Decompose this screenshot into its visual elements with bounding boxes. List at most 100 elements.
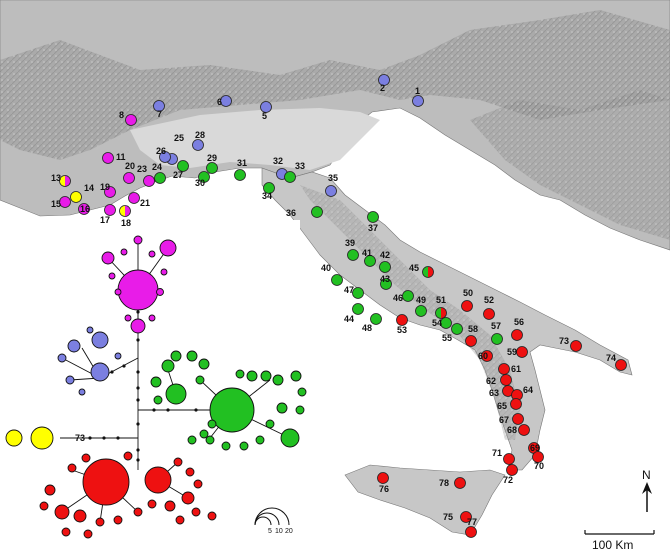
site-label: 36 xyxy=(286,208,296,218)
site-label: 68 xyxy=(507,425,517,435)
site-marker-31: 31 xyxy=(234,158,247,181)
site-dot xyxy=(143,175,155,187)
site-dot xyxy=(377,472,389,484)
site-marker-76: 76 xyxy=(377,472,389,494)
site-dot xyxy=(532,451,544,463)
legend-size-5: 5 xyxy=(268,528,272,535)
site-dot xyxy=(70,191,82,203)
site-label: 16 xyxy=(80,204,90,214)
site-marker-72: 72 xyxy=(503,464,518,485)
site-marker-50: 50 xyxy=(461,288,473,312)
site-marker-6: 6 xyxy=(217,95,232,107)
site-marker-11: 11 xyxy=(102,152,126,164)
site-label: 17 xyxy=(100,215,110,225)
site-marker-33: 33 xyxy=(284,161,305,183)
site-dot xyxy=(460,511,472,523)
site-label: 35 xyxy=(328,173,338,183)
site-label: 27 xyxy=(173,170,183,180)
site-label: 6 xyxy=(217,97,222,107)
site-label: 53 xyxy=(397,325,407,335)
site-dot xyxy=(402,290,414,302)
site-marker-43: 43 xyxy=(380,274,392,290)
site-label: 1 xyxy=(415,86,420,96)
north-label: N xyxy=(642,468,651,482)
site-dot xyxy=(380,278,392,290)
site-label: 43 xyxy=(380,274,390,284)
site-dot xyxy=(78,203,90,215)
site-dot xyxy=(506,464,518,476)
site-label: 58 xyxy=(468,324,478,334)
site-marker-71: 71 xyxy=(492,448,515,465)
site-dot xyxy=(483,308,495,320)
site-dot xyxy=(352,287,364,299)
site-marker-14: 14 xyxy=(70,183,94,203)
site-marker-73: 73 xyxy=(559,336,582,352)
alps-relief xyxy=(0,10,670,160)
site-marker-39: 39 xyxy=(345,238,359,261)
site-marker-2: 2 xyxy=(378,74,390,93)
site-label: 55 xyxy=(442,333,452,343)
site-marker-55: 55 xyxy=(442,323,463,343)
site-dot-half xyxy=(428,266,434,278)
site-dot xyxy=(516,346,528,358)
site-marker-7: 7 xyxy=(153,100,165,119)
site-label: 60 xyxy=(478,351,488,361)
site-label: 41 xyxy=(362,248,372,258)
site-marker-62: 62 xyxy=(486,374,512,386)
site-marker-44: 44 xyxy=(344,303,364,324)
site-marker-70: 70 xyxy=(532,451,544,471)
site-dot xyxy=(465,526,477,538)
site-label: 72 xyxy=(503,475,513,485)
site-dot xyxy=(192,139,204,151)
site-dot xyxy=(370,313,382,325)
site-marker-75: 75 xyxy=(443,511,472,523)
legend-size-20: 20 xyxy=(285,528,293,535)
site-marker-48: 48 xyxy=(362,313,382,333)
site-label: 76 xyxy=(379,484,389,494)
site-dot xyxy=(125,114,137,126)
site-label: 19 xyxy=(100,182,110,192)
site-label: 50 xyxy=(463,288,473,298)
site-dot xyxy=(284,171,296,183)
site-dot xyxy=(128,192,140,204)
site-dot xyxy=(518,424,530,436)
site-dot xyxy=(234,169,246,181)
site-marker-57: 57 xyxy=(491,321,503,345)
site-label: 47 xyxy=(344,285,354,295)
site-dot xyxy=(440,317,452,329)
site-label: 69 xyxy=(530,443,540,453)
site-label: 28 xyxy=(195,130,205,140)
site-marker-36: 36 xyxy=(286,206,323,218)
site-marker-78: 78 xyxy=(439,477,466,489)
site-marker-24: 24 xyxy=(152,162,166,184)
site-marker-8: 8 xyxy=(119,110,137,126)
site-dot xyxy=(500,374,512,386)
site-label: 51 xyxy=(436,295,446,305)
site-dot xyxy=(498,363,510,375)
size-legend xyxy=(254,507,290,526)
site-dot-half xyxy=(59,175,65,187)
balkans-relief xyxy=(470,90,670,240)
site-dot-half xyxy=(119,205,125,217)
site-dot xyxy=(364,255,376,267)
site-marker-20: 20 xyxy=(123,161,135,184)
legend-size-10: 10 xyxy=(275,528,283,535)
site-dot xyxy=(378,74,390,86)
site-label: 73 xyxy=(559,336,569,346)
site-dot xyxy=(481,350,493,362)
site-label: 46 xyxy=(393,293,403,303)
site-label: 25 xyxy=(174,133,184,143)
site-dot xyxy=(59,196,71,208)
site-marker-64: 64 xyxy=(511,385,533,401)
site-marker-67: 67 xyxy=(499,413,524,425)
site-marker-46: 46 xyxy=(393,290,414,303)
site-label: 15 xyxy=(51,199,61,209)
site-marker-17: 17 xyxy=(100,204,116,225)
site-dot xyxy=(206,162,218,174)
site-label: 45 xyxy=(409,263,419,273)
site-label: 11 xyxy=(116,152,126,162)
site-label: 7 xyxy=(157,109,162,119)
site-label: 49 xyxy=(416,295,426,305)
site-marker-37: 37 xyxy=(367,211,379,233)
